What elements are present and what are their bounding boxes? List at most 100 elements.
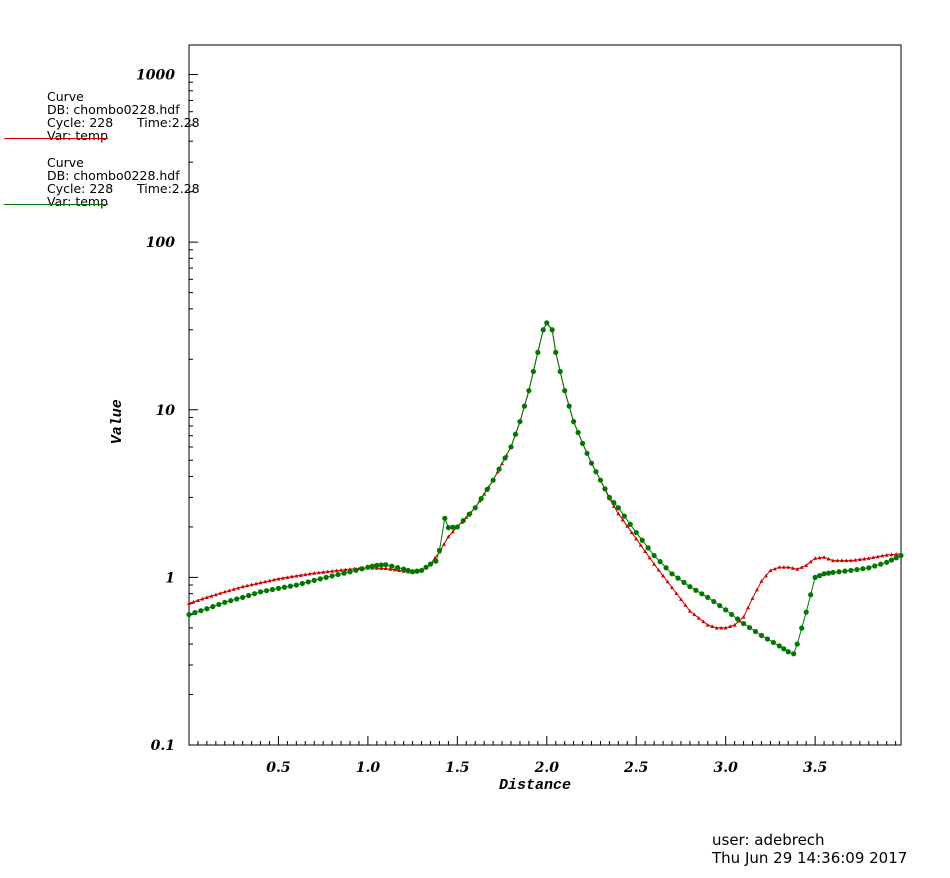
data-point <box>191 599 196 604</box>
data-point <box>478 496 484 502</box>
footer-user: user: adebrech <box>712 831 825 849</box>
data-point <box>410 569 416 575</box>
data-point <box>325 569 330 574</box>
data-point <box>192 610 198 616</box>
data-point <box>669 571 675 577</box>
data-point <box>848 558 853 563</box>
data-point <box>825 570 832 576</box>
data-point <box>389 563 395 569</box>
y-tick-label: 0.1 <box>151 738 175 754</box>
data-point <box>245 583 250 588</box>
data-point <box>768 568 773 573</box>
data-point <box>711 598 717 605</box>
data-point <box>258 580 263 585</box>
legend-cycle: Cycle: 228 <box>47 181 114 196</box>
data-point <box>794 641 800 647</box>
data-point <box>606 494 613 501</box>
data-point <box>663 565 669 571</box>
data-point <box>263 588 270 594</box>
data-point <box>276 576 281 581</box>
data-point <box>369 563 375 569</box>
data-point <box>397 568 402 573</box>
data-point <box>687 609 692 613</box>
data-point <box>423 564 429 570</box>
data-point <box>566 403 572 409</box>
data-point <box>334 568 339 573</box>
legend-var: Var: temp <box>47 128 109 143</box>
y-tick-labels: 0.1 1 10 100 1000 <box>136 68 175 754</box>
data-point <box>854 566 860 573</box>
data-point <box>714 625 719 630</box>
data-point <box>549 327 555 333</box>
data-point <box>808 559 813 564</box>
data-point <box>862 556 867 561</box>
data-point <box>728 624 733 629</box>
data-point <box>544 320 550 326</box>
data-point <box>830 569 836 576</box>
data-point <box>620 517 625 522</box>
data-point <box>466 511 472 517</box>
data-point <box>888 557 895 563</box>
data-point <box>521 403 528 409</box>
data-point <box>216 601 222 608</box>
data-point <box>311 577 317 583</box>
x-tick-label: 1.0 <box>356 760 381 776</box>
x-tick-label: 3.0 <box>714 760 739 776</box>
data-point <box>687 584 693 590</box>
data-point <box>723 607 729 613</box>
data-point <box>681 579 687 585</box>
data-point <box>665 579 670 584</box>
data-point <box>335 571 341 578</box>
data-point <box>893 555 899 561</box>
data-point <box>575 429 581 436</box>
data-point <box>249 582 254 587</box>
data-point <box>781 565 786 569</box>
data-point <box>281 584 288 590</box>
data-point <box>804 563 809 567</box>
data-point <box>526 388 532 394</box>
data-point <box>717 603 723 609</box>
data-point <box>441 542 446 546</box>
data-point <box>777 565 782 569</box>
data-point <box>383 562 389 568</box>
data-point <box>785 649 791 655</box>
data-point <box>341 570 347 576</box>
data-point <box>699 591 705 597</box>
data-point <box>454 524 460 530</box>
legend-entry-1: Curve DB: chombo0228.hdf Cycle: 228 Time:… <box>47 90 200 142</box>
axis-ticks <box>189 74 897 746</box>
data-point <box>530 368 536 375</box>
data-point <box>267 578 272 583</box>
data-point <box>645 545 651 551</box>
data-point <box>228 598 234 604</box>
data-point <box>303 572 308 577</box>
data-point <box>786 565 791 569</box>
data-point <box>395 565 401 571</box>
data-point <box>651 552 657 559</box>
x-tick-label: 1.5 <box>445 760 469 776</box>
data-point <box>508 444 514 450</box>
data-point <box>271 577 276 582</box>
data-point <box>616 511 621 516</box>
data-point <box>353 567 359 573</box>
data-point <box>710 624 715 629</box>
data-point <box>405 567 411 574</box>
data-point <box>379 566 384 570</box>
data-point <box>621 513 627 519</box>
data-point <box>512 431 519 437</box>
data-point <box>275 585 282 591</box>
y-tick-label: 10 <box>156 403 176 419</box>
data-point <box>246 592 252 599</box>
legend-entry-2: Curve DB: chombo0228.hdf Cycle: 228 Time:… <box>47 156 200 208</box>
data-point <box>857 557 862 562</box>
data-point <box>848 567 854 574</box>
data-point <box>186 611 192 618</box>
data-point <box>579 440 586 446</box>
data-point <box>289 574 294 579</box>
data-point <box>200 596 205 601</box>
data-point <box>445 525 451 531</box>
data-point <box>627 521 633 527</box>
data-point <box>875 554 880 559</box>
data-point <box>557 368 563 375</box>
data-point <box>821 571 827 577</box>
